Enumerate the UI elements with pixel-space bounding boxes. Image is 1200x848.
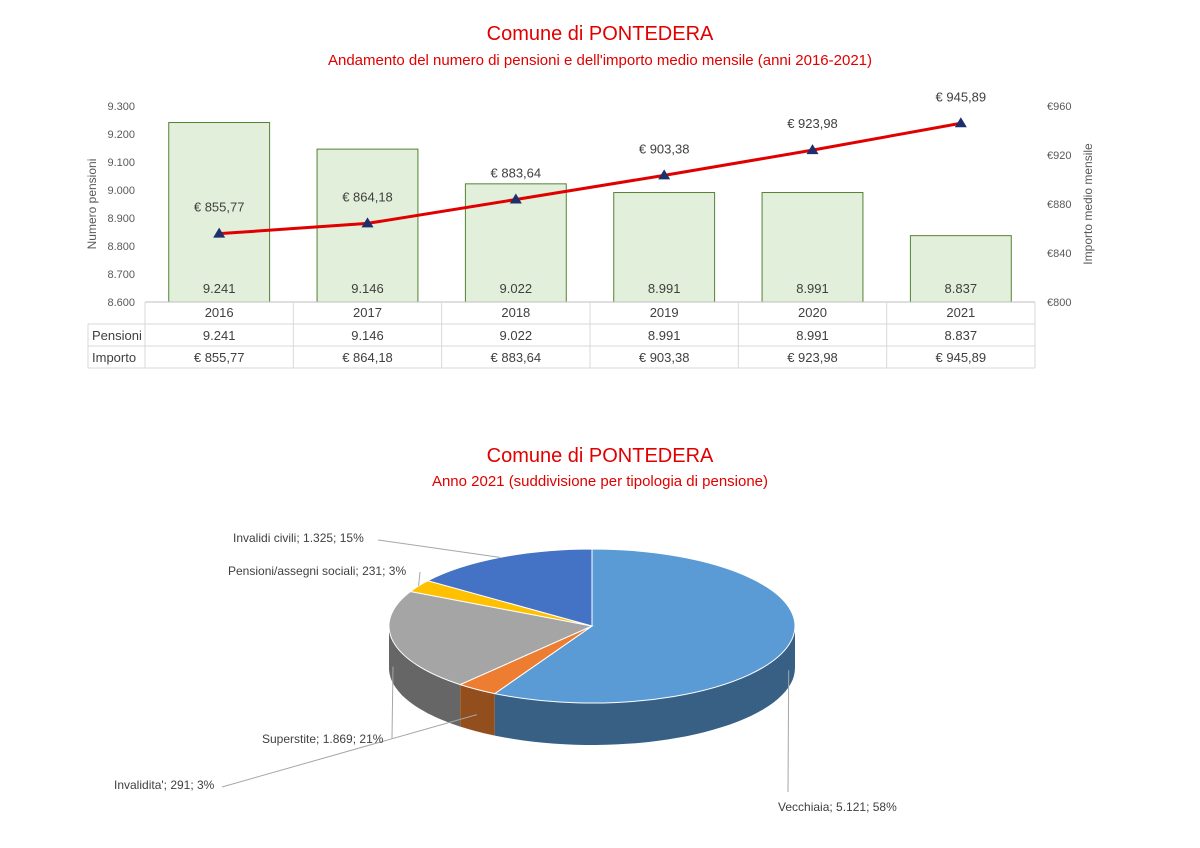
- table-cell-pensioni: 9.146: [351, 328, 384, 343]
- table-cell-importo: € 855,77: [194, 350, 245, 365]
- x-category-label: 2016: [205, 305, 234, 320]
- right-axis-title: Importo medio mensile: [1081, 143, 1095, 265]
- pie-slice-side: [494, 626, 795, 745]
- table-cell-importo: € 945,89: [936, 350, 987, 365]
- pie-slice-label: Superstite; 1.869; 21%: [262, 732, 384, 746]
- table-row-header-importo: Importo: [92, 350, 136, 365]
- bar-pensioni: [909, 235, 1012, 303]
- line-data-label: € 855,77: [194, 200, 245, 215]
- table-cell-importo: € 923,98: [787, 350, 838, 365]
- pie-chart-subtitle: Anno 2021 (suddivisione per tipologia di…: [431, 473, 769, 490]
- left-tick-label: 8.900: [107, 213, 135, 225]
- left-tick-label: 9.300: [107, 101, 135, 113]
- left-tick-label: 8.800: [107, 241, 135, 253]
- pie-slice: [426, 548, 593, 627]
- bar-data-label: 9.022: [500, 281, 533, 296]
- left-axis-title: Numero pensioni: [85, 159, 99, 250]
- pie-slice: [493, 548, 796, 704]
- right-tick-label: €960: [1047, 101, 1071, 113]
- line-point-marker: [509, 193, 522, 204]
- table-cell-importo: € 864,18: [342, 350, 393, 365]
- right-tick-label: €880: [1047, 199, 1071, 211]
- table-cell-pensioni: 8.837: [945, 328, 978, 343]
- x-category-label: 2020: [798, 305, 827, 320]
- bar-data-label: 9.146: [351, 281, 384, 296]
- bar-data-label: 9.241: [203, 281, 236, 296]
- x-category-label: 2019: [650, 305, 679, 320]
- line-point-marker: [213, 227, 226, 238]
- line-point-marker: [806, 144, 819, 155]
- right-tick-label: €920: [1047, 150, 1071, 162]
- line-data-label: € 923,98: [787, 116, 838, 131]
- pie-chart-title: Comune di PONTEDERA: [486, 445, 714, 467]
- left-tick-label: 9.000: [107, 185, 135, 197]
- table-cell-importo: € 903,38: [639, 350, 690, 365]
- table-cell-importo: € 883,64: [491, 350, 542, 365]
- line-point-marker: [658, 169, 671, 180]
- pie-slice-label: Pensioni/assegni sociali; 231; 3%: [228, 564, 406, 578]
- bar-pensioni: [168, 122, 271, 303]
- x-category-label: 2018: [501, 305, 530, 320]
- pie-slice-label: Invalidi civili; 1.325; 15%: [233, 531, 364, 545]
- right-tick-label: €800: [1047, 297, 1071, 309]
- line-data-label: € 945,89: [936, 89, 987, 104]
- line-data-label: € 864,18: [342, 189, 393, 204]
- left-tick-label: 9.200: [107, 129, 135, 141]
- line-data-label: € 883,64: [491, 166, 542, 181]
- bar-pensioni: [761, 192, 864, 303]
- bar-chart-title: Comune di PONTEDERA: [486, 23, 714, 45]
- table-cell-pensioni: 9.241: [203, 328, 236, 343]
- bar-data-label: 8.991: [796, 281, 829, 296]
- pie-leader-line: [221, 714, 478, 788]
- pie-slice-side: [460, 684, 495, 736]
- pie-slice-label: Vecchiaia; 5.121; 58%: [778, 800, 897, 814]
- left-tick-label: 8.700: [107, 269, 135, 281]
- pie-leader-line: [391, 666, 394, 739]
- pie-leader-line: [787, 670, 790, 793]
- bar-pensioni: [613, 192, 716, 303]
- x-category-label: 2017: [353, 305, 382, 320]
- pie-slice-label: Invalidita'; 291; 3%: [114, 778, 215, 792]
- pie-slice-side: [389, 626, 461, 727]
- pie-leader-line: [418, 571, 421, 587]
- pie-leader-line: [377, 539, 500, 558]
- line-importo: [219, 121, 962, 236]
- line-point-marker: [361, 217, 374, 228]
- right-tick-label: €840: [1047, 248, 1071, 260]
- table-cell-pensioni: 8.991: [648, 328, 681, 343]
- bar-chart-subtitle: Andamento del numero di pensioni e dell'…: [327, 52, 873, 69]
- bar-data-label: 8.991: [648, 281, 681, 296]
- bar-data-label: 8.837: [945, 281, 978, 296]
- left-tick-label: 8.600: [107, 297, 135, 309]
- line-data-label: € 903,38: [639, 141, 690, 156]
- table-cell-pensioni: 9.022: [500, 328, 533, 343]
- line-point-marker: [954, 117, 967, 128]
- pie-slice: [388, 590, 594, 686]
- table-row-header-pensioni: Pensioni: [92, 328, 142, 343]
- table-cell-pensioni: 8.991: [796, 328, 829, 343]
- pensions-combo-chart: 8.600 8.700 8.800 8.900 9.000 9.100 9.200 9.300…: [85, 89, 1095, 369]
- left-tick-label: 9.100: [107, 157, 135, 169]
- x-category-label: 2021: [946, 305, 975, 320]
